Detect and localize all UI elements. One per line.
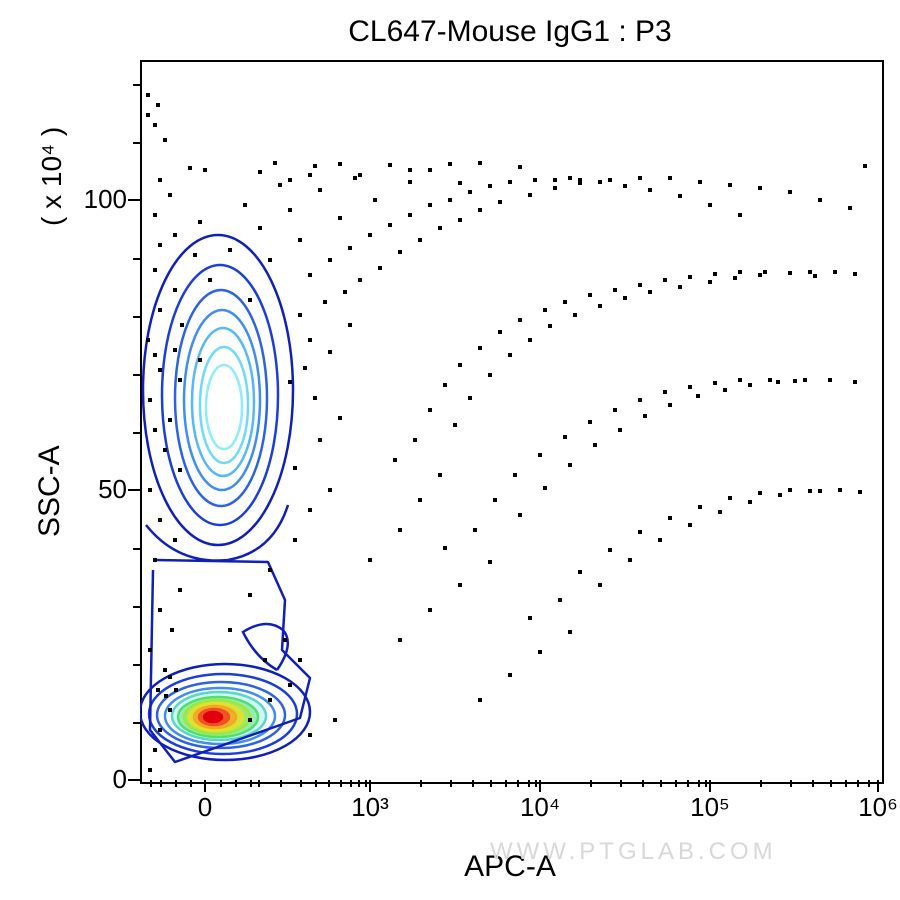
xtick-minor xyxy=(350,780,352,787)
xtick-minor xyxy=(235,780,237,787)
xtick-minor xyxy=(160,780,162,787)
ytick-major xyxy=(128,199,140,201)
xtick-minor xyxy=(450,780,452,787)
xtick-minor xyxy=(687,780,689,787)
ytick-minor xyxy=(133,142,140,144)
xtick-minor xyxy=(642,780,644,787)
ytick-minor xyxy=(133,432,140,434)
xtick-label: 0 xyxy=(175,792,235,823)
xtick-minor xyxy=(150,780,152,787)
xtick-minor xyxy=(365,780,367,787)
xtick-minor xyxy=(528,780,530,787)
xtick-minor xyxy=(790,780,792,787)
xtick-minor xyxy=(535,780,537,787)
ytick-minor xyxy=(133,664,140,666)
xtick-major xyxy=(709,780,711,792)
xtick-minor xyxy=(812,780,814,787)
xtick-label: 10⁴ xyxy=(510,792,570,823)
xtick-minor xyxy=(280,780,282,787)
xtick-minor xyxy=(760,780,762,787)
xtick-minor xyxy=(340,780,342,787)
xtick-label: 10⁵ xyxy=(680,792,740,823)
xtick-minor xyxy=(250,780,252,787)
ytick-minor xyxy=(133,606,140,608)
ytick-major xyxy=(128,779,140,781)
xtick-minor xyxy=(857,780,859,787)
ytick-label: 0 xyxy=(72,764,127,795)
yaxis-label: SSC-A xyxy=(33,417,67,537)
xtick-minor xyxy=(328,780,330,787)
ytick-minor xyxy=(133,316,140,318)
xtick-minor xyxy=(315,780,317,787)
xtick-minor xyxy=(845,780,847,787)
xtick-minor xyxy=(420,780,422,787)
xtick-label: 10³ xyxy=(340,792,400,823)
xtick-minor xyxy=(698,780,700,787)
xtick-major xyxy=(539,780,541,792)
xtick-major xyxy=(204,780,206,792)
watermark: WWW.PTGLAB.COM xyxy=(490,838,777,866)
xtick-major xyxy=(877,780,879,792)
ytick-label: 50 xyxy=(72,474,127,505)
xtick-minor xyxy=(517,780,519,787)
xtick-minor xyxy=(300,780,302,787)
xtick-minor xyxy=(590,780,592,787)
ytick-minor xyxy=(133,548,140,550)
xtick-minor xyxy=(258,780,260,787)
chart-title: CL647-Mouse IgG1 : P3 xyxy=(140,15,880,49)
xtick-minor xyxy=(660,780,662,787)
ytick-minor xyxy=(133,84,140,86)
xtick-minor xyxy=(868,780,870,787)
yaxis-scale-label: ( x 10⁴ ) xyxy=(36,106,68,226)
ytick-major xyxy=(128,489,140,491)
xtick-minor xyxy=(472,780,474,787)
xtick-minor xyxy=(620,780,622,787)
xtick-minor xyxy=(190,780,192,787)
xtick-major xyxy=(369,780,371,792)
plot-area xyxy=(140,60,884,784)
xtick-minor xyxy=(175,780,177,787)
xtick-minor xyxy=(358,780,360,787)
ytick-minor xyxy=(133,374,140,376)
xtick-minor xyxy=(830,780,832,787)
xtick-minor xyxy=(675,780,677,787)
xtick-minor xyxy=(705,780,707,787)
chart-container: CL647-Mouse IgG1 : P3 ( x 10⁴ ) SSC-A AP… xyxy=(0,0,900,900)
xtick-minor xyxy=(505,780,507,787)
ytick-label: 100 xyxy=(72,184,127,215)
ytick-minor xyxy=(133,258,140,260)
xtick-label: 10⁶ xyxy=(848,792,900,823)
ytick-minor xyxy=(133,722,140,724)
xtick-minor xyxy=(490,780,492,787)
xtick-minor xyxy=(220,780,222,787)
